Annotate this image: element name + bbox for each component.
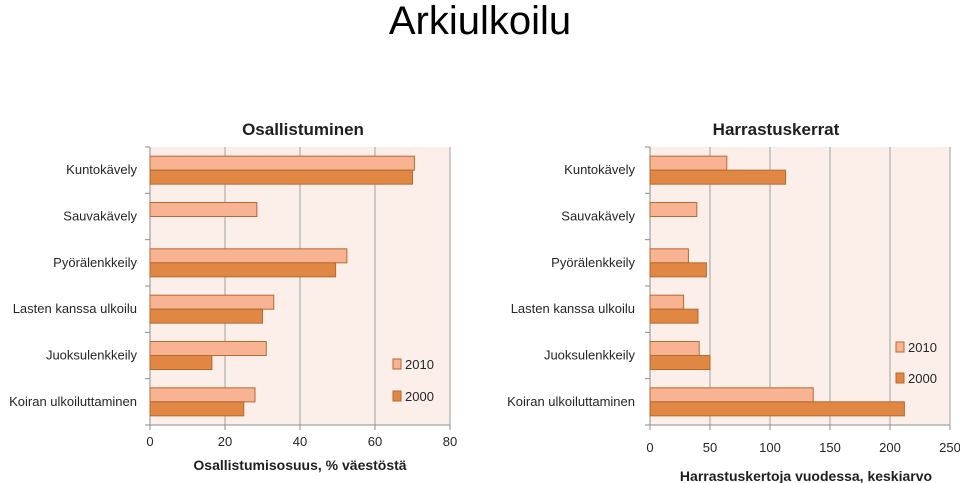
bar-2010-sauvakavely — [649, 202, 698, 217]
legend-label-2010: 2010 — [405, 357, 434, 372]
legend: 2010 2000 — [895, 340, 937, 386]
category-label-pyoralenkkeily: Pyörälenkkeily — [551, 255, 635, 270]
legend-label-2010: 2010 — [908, 340, 937, 355]
bar-2010-juoksulenkkeily — [649, 341, 700, 356]
plot-area — [650, 147, 950, 425]
x-tick-label: 250 — [939, 440, 960, 455]
legend: 2010 2000 — [392, 357, 434, 404]
category-label-juoksulenkkeily: Juoksulenkkeily — [544, 348, 636, 363]
x-tick-label: 80 — [443, 434, 457, 449]
bar-2000-juoksulenkkeily — [649, 355, 711, 370]
category-label-lasten-kanssa-ulkoilu: Lasten kanssa ulkoilu — [13, 301, 137, 316]
chart-title: Harrastuskerrat — [713, 120, 840, 139]
x-tick-label: 100 — [759, 440, 781, 455]
legend-swatch-2010 — [895, 341, 905, 353]
bar-2000-kuntokavely — [149, 169, 413, 185]
legend-swatch-2000 — [895, 372, 905, 384]
bar-2010-kuntokavely — [649, 155, 728, 171]
category-label-koiran-ulkoiluttaminen: Koiran ulkoiluttaminen — [9, 394, 137, 409]
category-label-sauvakavely: Sauvakävely — [561, 209, 635, 224]
x-tick-label: 0 — [146, 434, 153, 449]
bar-2010-lasten-kanssa-ulkoilu — [149, 294, 275, 310]
bar-2000-koiran-ulkoiluttaminen — [649, 401, 905, 417]
bar-2010-lasten-kanssa-ulkoilu — [649, 294, 685, 310]
bar-2010-koiran-ulkoiluttaminen — [149, 387, 256, 403]
x-tick-label: 40 — [293, 434, 307, 449]
bar-2010-juoksulenkkeily — [149, 341, 267, 356]
x-tick-label: 0 — [646, 440, 653, 455]
category-label-juoksulenkkeily: Juoksulenkkeily — [46, 348, 138, 363]
x-tick-label: 150 — [819, 440, 841, 455]
x-tick-label: 20 — [218, 434, 232, 449]
x-axis-label: Osallistumisosuus, % väestöstä — [193, 457, 406, 473]
bar-2000-lasten-kanssa-ulkoilu — [649, 308, 699, 324]
bar-2000-juoksulenkkeily — [149, 355, 213, 370]
bar-2000-kuntokavely — [649, 169, 787, 185]
category-label-kuntokavely: Kuntokävely — [66, 162, 137, 177]
bar-2010-sauvakavely — [149, 202, 258, 217]
legend-label-2000: 2000 — [405, 389, 434, 404]
x-tick-label: 60 — [368, 434, 382, 449]
category-label-lasten-kanssa-ulkoilu: Lasten kanssa ulkoilu — [511, 301, 635, 316]
legend-label-2000: 2000 — [908, 371, 937, 386]
legend-swatch-2010 — [392, 358, 402, 370]
category-label-koiran-ulkoiluttaminen: Koiran ulkoiluttaminen — [507, 394, 635, 409]
bar-2010-koiran-ulkoiluttaminen — [649, 387, 814, 403]
x-axis-label: Harrastuskertoja vuodessa, keskiarvo — [680, 468, 932, 483]
x-tick-label: 50 — [703, 440, 717, 455]
page-title: Arkiulkoilu — [388, 0, 572, 43]
bar-2000-pyoralenkkeily — [649, 262, 707, 278]
chart-osallistuminen: 0 20 40 60 80 Kuntokävely Sauvakävely Pyörälenk… — [9, 120, 457, 473]
chart-harrastuskerrat: 0 50 100 150 200 250 Kuntokävely Sauvakävely Pyö… — [507, 120, 960, 483]
bar-2000-pyoralenkkeily — [149, 262, 337, 278]
legend-swatch-2000 — [392, 390, 402, 402]
chart-title: Osallistuminen — [242, 120, 364, 139]
bar-2000-lasten-kanssa-ulkoilu — [149, 308, 263, 324]
bar-2010-pyoralenkkeily — [149, 248, 348, 264]
category-label-sauvakavely: Sauvakävely — [63, 209, 137, 224]
category-label-kuntokavely: Kuntokävely — [564, 162, 635, 177]
bar-2000-koiran-ulkoiluttaminen — [149, 401, 245, 417]
category-label-pyoralenkkeily: Pyörälenkkeily — [53, 255, 137, 270]
x-tick-label: 200 — [879, 440, 901, 455]
bar-2010-kuntokavely — [149, 155, 415, 171]
bar-2010-pyoralenkkeily — [649, 248, 689, 264]
